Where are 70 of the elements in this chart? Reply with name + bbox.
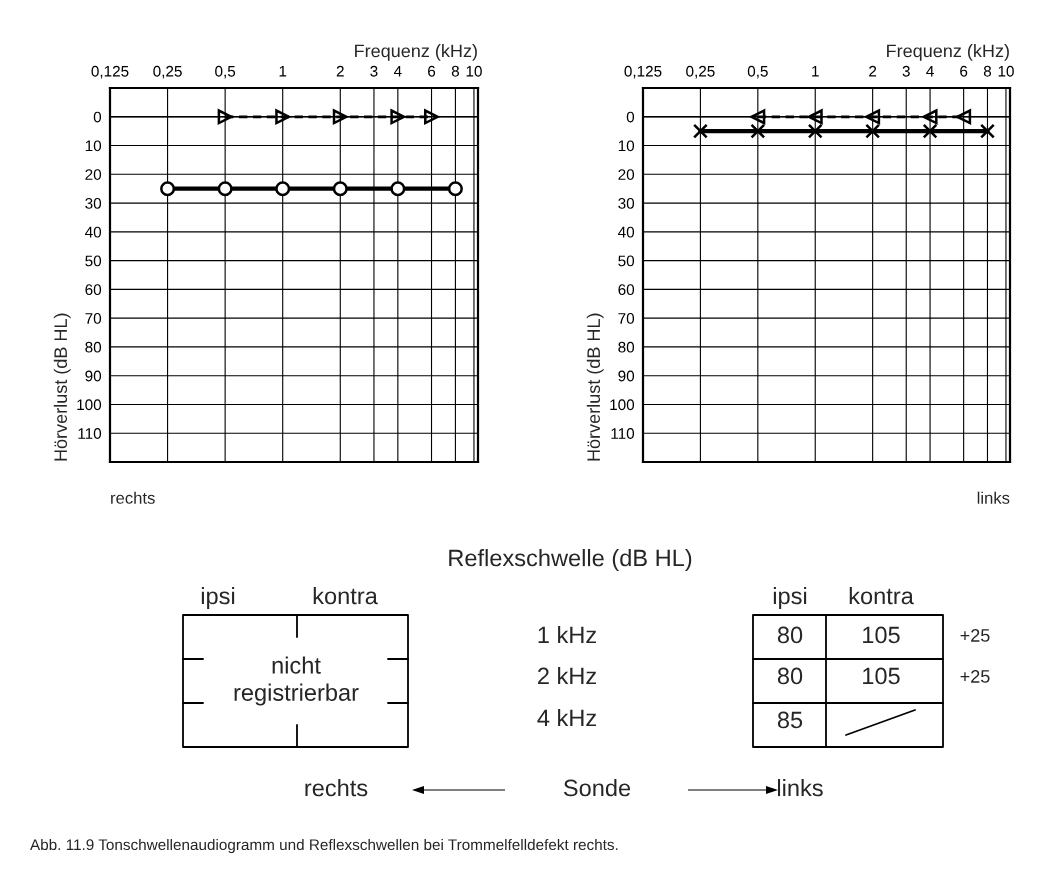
y-tick-label: 80 <box>618 341 635 353</box>
y-tick-label: 50 <box>85 255 102 267</box>
y-tick-label: 60 <box>618 284 635 296</box>
text: 2 kHz <box>538 666 596 685</box>
x-tick-label: 2 <box>869 65 877 77</box>
text: kontra <box>313 586 378 605</box>
text: 80 <box>777 667 803 685</box>
x-tick-label: 10 <box>998 65 1014 77</box>
y-tick-label: 20 <box>85 169 102 180</box>
y-axis-title: Hörverlust (dB HL) <box>586 313 604 461</box>
text: +25 <box>960 629 990 642</box>
y-tick-label: 90 <box>85 370 102 382</box>
x-tick-label: 8 <box>451 65 459 77</box>
y-tick-label: 30 <box>618 197 635 209</box>
text: 80 <box>777 626 803 644</box>
text: rechts <box>111 491 155 504</box>
text: links <box>777 778 823 797</box>
text: Reflexschwelle (dB HL) <box>449 548 692 571</box>
x-tick-label: 3 <box>902 65 910 77</box>
x-tick-label: 3 <box>370 65 378 77</box>
y-tick-label: 10 <box>85 140 102 152</box>
x-tick-label: 0,125 <box>624 65 662 79</box>
text: Sonde <box>563 778 631 797</box>
y-tick-label: 40 <box>618 226 635 238</box>
y-tick-label: 20 <box>618 169 635 180</box>
x-tick-label: 4 <box>926 65 934 77</box>
x-tick-label: 2 <box>336 65 344 77</box>
text: 1 kHz <box>538 625 596 644</box>
text: rechts <box>305 778 368 797</box>
text: ipsi <box>201 586 235 610</box>
y-tick-label: 40 <box>85 226 102 238</box>
y-tick-label: 90 <box>618 370 635 382</box>
text: kontra <box>849 586 914 605</box>
x-tick-label: 6 <box>960 65 968 77</box>
y-tick-label: 110 <box>78 428 102 439</box>
text: 85 <box>777 711 803 729</box>
x-tick-label: 0,25 <box>686 65 715 79</box>
text: 105 <box>863 667 900 685</box>
y-tick-label: 100 <box>610 399 635 411</box>
y-tick-label: 10 <box>618 140 635 152</box>
y-axis-title: Hörverlust (dB HL) <box>53 313 71 461</box>
text: ipsi <box>773 586 807 610</box>
y-tick-label: 30 <box>85 197 102 209</box>
x-tick-label: 0,25 <box>153 65 182 79</box>
y-tick-label: 70 <box>85 313 102 324</box>
y-tick-label: 70 <box>618 313 635 324</box>
x-tick-label: 1 <box>812 65 819 77</box>
text: 105 <box>863 626 900 644</box>
y-tick-label: 60 <box>85 284 102 296</box>
x-tick-label: 1 <box>279 65 287 77</box>
y-tick-label: 110 <box>611 428 635 439</box>
x-tick-label: 8 <box>983 65 992 77</box>
y-tick-label: 0 <box>93 111 102 123</box>
x-tick-label: 4 <box>393 65 402 77</box>
x-axis-title: Frequenz (kHz) <box>887 44 1009 61</box>
text: links <box>977 491 1010 504</box>
caption: Abb. 11.9 Tonschwellenaudiogramm und Reflexschwellen bei Trommelfelldefekt rechts. <box>30 838 618 854</box>
x-tick-label: 0,125 <box>91 65 129 79</box>
y-tick-label: 100 <box>77 399 102 411</box>
y-tick-label: 50 <box>618 255 635 267</box>
text: 4 kHz <box>537 708 596 727</box>
x-axis-title: Frequenz (kHz) <box>355 44 477 61</box>
x-tick-label: 10 <box>466 65 482 77</box>
x-tick-label: 6 <box>428 65 436 77</box>
x-tick-label: 0,5 <box>747 65 768 79</box>
text: +25 <box>960 670 990 683</box>
y-tick-label: 80 <box>85 341 102 353</box>
text: nicht registrierbar <box>234 656 359 706</box>
x-tick-label: 0,5 <box>215 65 236 79</box>
y-tick-label: 0 <box>626 111 635 123</box>
